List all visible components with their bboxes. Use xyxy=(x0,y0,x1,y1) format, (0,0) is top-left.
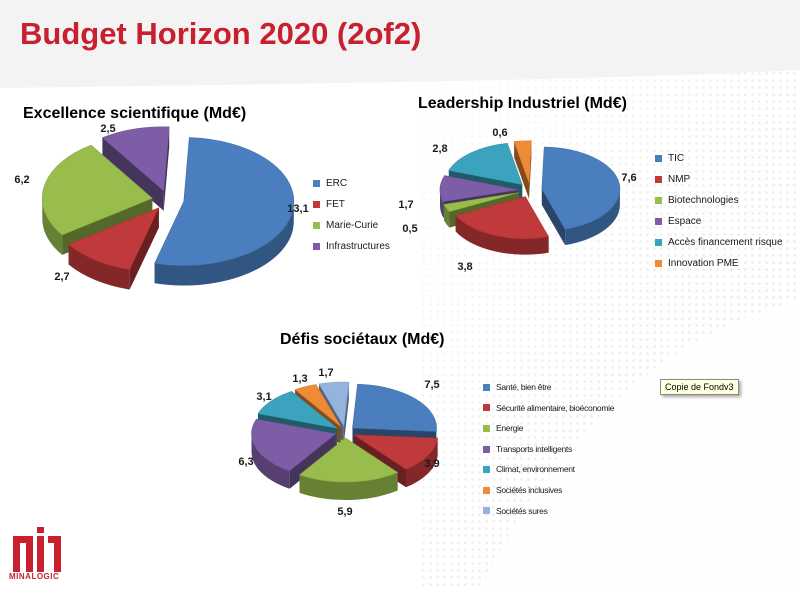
data-label-0-2: 6,2 xyxy=(14,174,29,186)
legend-item: NMP xyxy=(655,169,783,190)
data-label-1-0: 7,6 xyxy=(621,172,636,184)
legend-swatch xyxy=(655,260,662,267)
data-label-2-0: 7,5 xyxy=(424,379,439,391)
legend-swatch xyxy=(483,466,490,474)
legend-label: Sociétés inclusives xyxy=(496,484,563,495)
legend-label: Marie-Curie xyxy=(326,220,379,231)
legend-label: Infrastructures xyxy=(326,241,390,252)
pie-slice-1-1 xyxy=(455,196,550,255)
legend-leadership: TIC NMP Biotechnologies Espace Accès finance… xyxy=(655,148,783,274)
legend-label: TIC xyxy=(668,153,685,164)
legend-label: Sécurité alimentaire, bioéconomie xyxy=(496,402,615,413)
legend-label: Accès financement risque xyxy=(668,237,783,248)
legend-swatch xyxy=(313,243,320,250)
legend-label: Innovation PME xyxy=(668,258,739,269)
legend-swatch xyxy=(655,239,662,246)
legend-swatch xyxy=(655,197,662,204)
data-label-1-1: 3,8 xyxy=(457,261,472,273)
legend-swatch xyxy=(655,155,662,162)
legend-swatch xyxy=(313,222,320,229)
legend-label: Biotechnologies xyxy=(668,195,739,206)
legend-item: Santé, bien être xyxy=(483,377,614,398)
data-label-2-4: 3,1 xyxy=(256,391,271,403)
pie-slice-0-3 xyxy=(101,126,170,211)
pie-slice-1-0 xyxy=(541,146,621,246)
legend-swatch xyxy=(483,486,490,494)
data-label-1-4: 2,8 xyxy=(432,143,447,155)
pie-slice-0-0 xyxy=(154,137,295,286)
legend-swatch xyxy=(313,201,320,208)
legend-swatch xyxy=(483,383,490,391)
legend-swatch xyxy=(483,424,490,432)
pie-slice-0-1 xyxy=(68,207,160,290)
data-label-2-3: 6,3 xyxy=(238,456,253,468)
legend-item: FET xyxy=(313,194,390,215)
chart-title-excellence: Excellence scientifique (Md€) xyxy=(23,105,247,122)
legend-swatch xyxy=(313,180,320,187)
legend-label: Climat, environnement xyxy=(496,464,575,475)
legend-swatch xyxy=(483,404,490,412)
data-label-0-0: 13,1 xyxy=(287,203,308,215)
legend-item: Marie-Curie xyxy=(313,215,390,236)
logo-text: MINALOGIC xyxy=(9,572,60,581)
pie-slice-1-5 xyxy=(513,140,532,199)
legend-item: ERC xyxy=(313,173,390,194)
legend-swatch xyxy=(655,176,662,183)
legend-label: Sociétés sures xyxy=(496,505,548,516)
data-label-1-5: 0,6 xyxy=(492,127,507,139)
data-label-1-3: 1,7 xyxy=(398,199,413,211)
data-label-0-3: 2,5 xyxy=(100,123,115,135)
legend-item: TIC xyxy=(655,148,783,169)
legend-swatch xyxy=(483,507,490,515)
tooltip: Copie de Fondv3 xyxy=(660,379,739,395)
legend-label: FET xyxy=(326,199,345,210)
pie-chart-excellence: 13,1 2,7 6,2 2,5 xyxy=(14,123,309,290)
legend-item: Innovation PME xyxy=(655,253,783,274)
pie-slice-2-2 xyxy=(298,437,399,500)
legend-label: Energie xyxy=(496,423,524,434)
legend-label: NMP xyxy=(668,174,691,185)
legend-excellence: ERC FET Marie-Curie Infrastructures xyxy=(313,173,390,257)
legend-item: Sociétés sures xyxy=(483,501,614,522)
legend-item: Biotechnologies xyxy=(655,190,783,211)
pie-chart-leadership: 7,6 3,8 0,5 1,7 2,8 0,6 xyxy=(398,127,636,273)
chart-title-leadership: Leadership Industriel (Md€) xyxy=(418,95,627,112)
legend-item: Espace xyxy=(655,211,783,232)
legend-label: Espace xyxy=(668,216,702,227)
legend-item: Accès financement risque xyxy=(655,232,783,253)
page-title: Budget Horizon 2020 (2of2) xyxy=(20,16,422,51)
legend-item: Infrastructures xyxy=(313,236,390,257)
data-label-0-1: 2,7 xyxy=(54,271,69,283)
legend-swatch xyxy=(655,218,662,225)
legend-label: ERC xyxy=(326,178,348,189)
pie-chart-defis: 7,5 3,9 5,9 6,3 3,1 1,3 1,7 xyxy=(238,367,439,518)
legend-item: Sociétés inclusives xyxy=(483,480,614,501)
legend-item: Transports intelligents xyxy=(483,439,614,460)
legend-item: Sécurité alimentaire, bioéconomie xyxy=(483,398,614,419)
legend-label: Santé, bien être xyxy=(496,382,552,392)
legend-item: Energie xyxy=(483,418,614,439)
data-label-2-6: 1,7 xyxy=(318,367,333,379)
data-label-2-5: 1,3 xyxy=(292,373,307,385)
chart-title-defis: Défis sociétaux (Md€) xyxy=(280,331,445,348)
data-label-2-1: 3,9 xyxy=(424,458,439,470)
data-label-1-2: 0,5 xyxy=(402,223,417,235)
legend-swatch xyxy=(483,445,490,453)
minalogic-logo-icon xyxy=(13,527,61,572)
legend-item: Climat, environnement xyxy=(483,459,614,480)
legend-defis: Santé, bien être Sécurité alimentaire, bi… xyxy=(483,377,614,521)
legend-label: Transports intelligents xyxy=(496,443,572,454)
data-label-2-2: 5,9 xyxy=(337,506,352,518)
